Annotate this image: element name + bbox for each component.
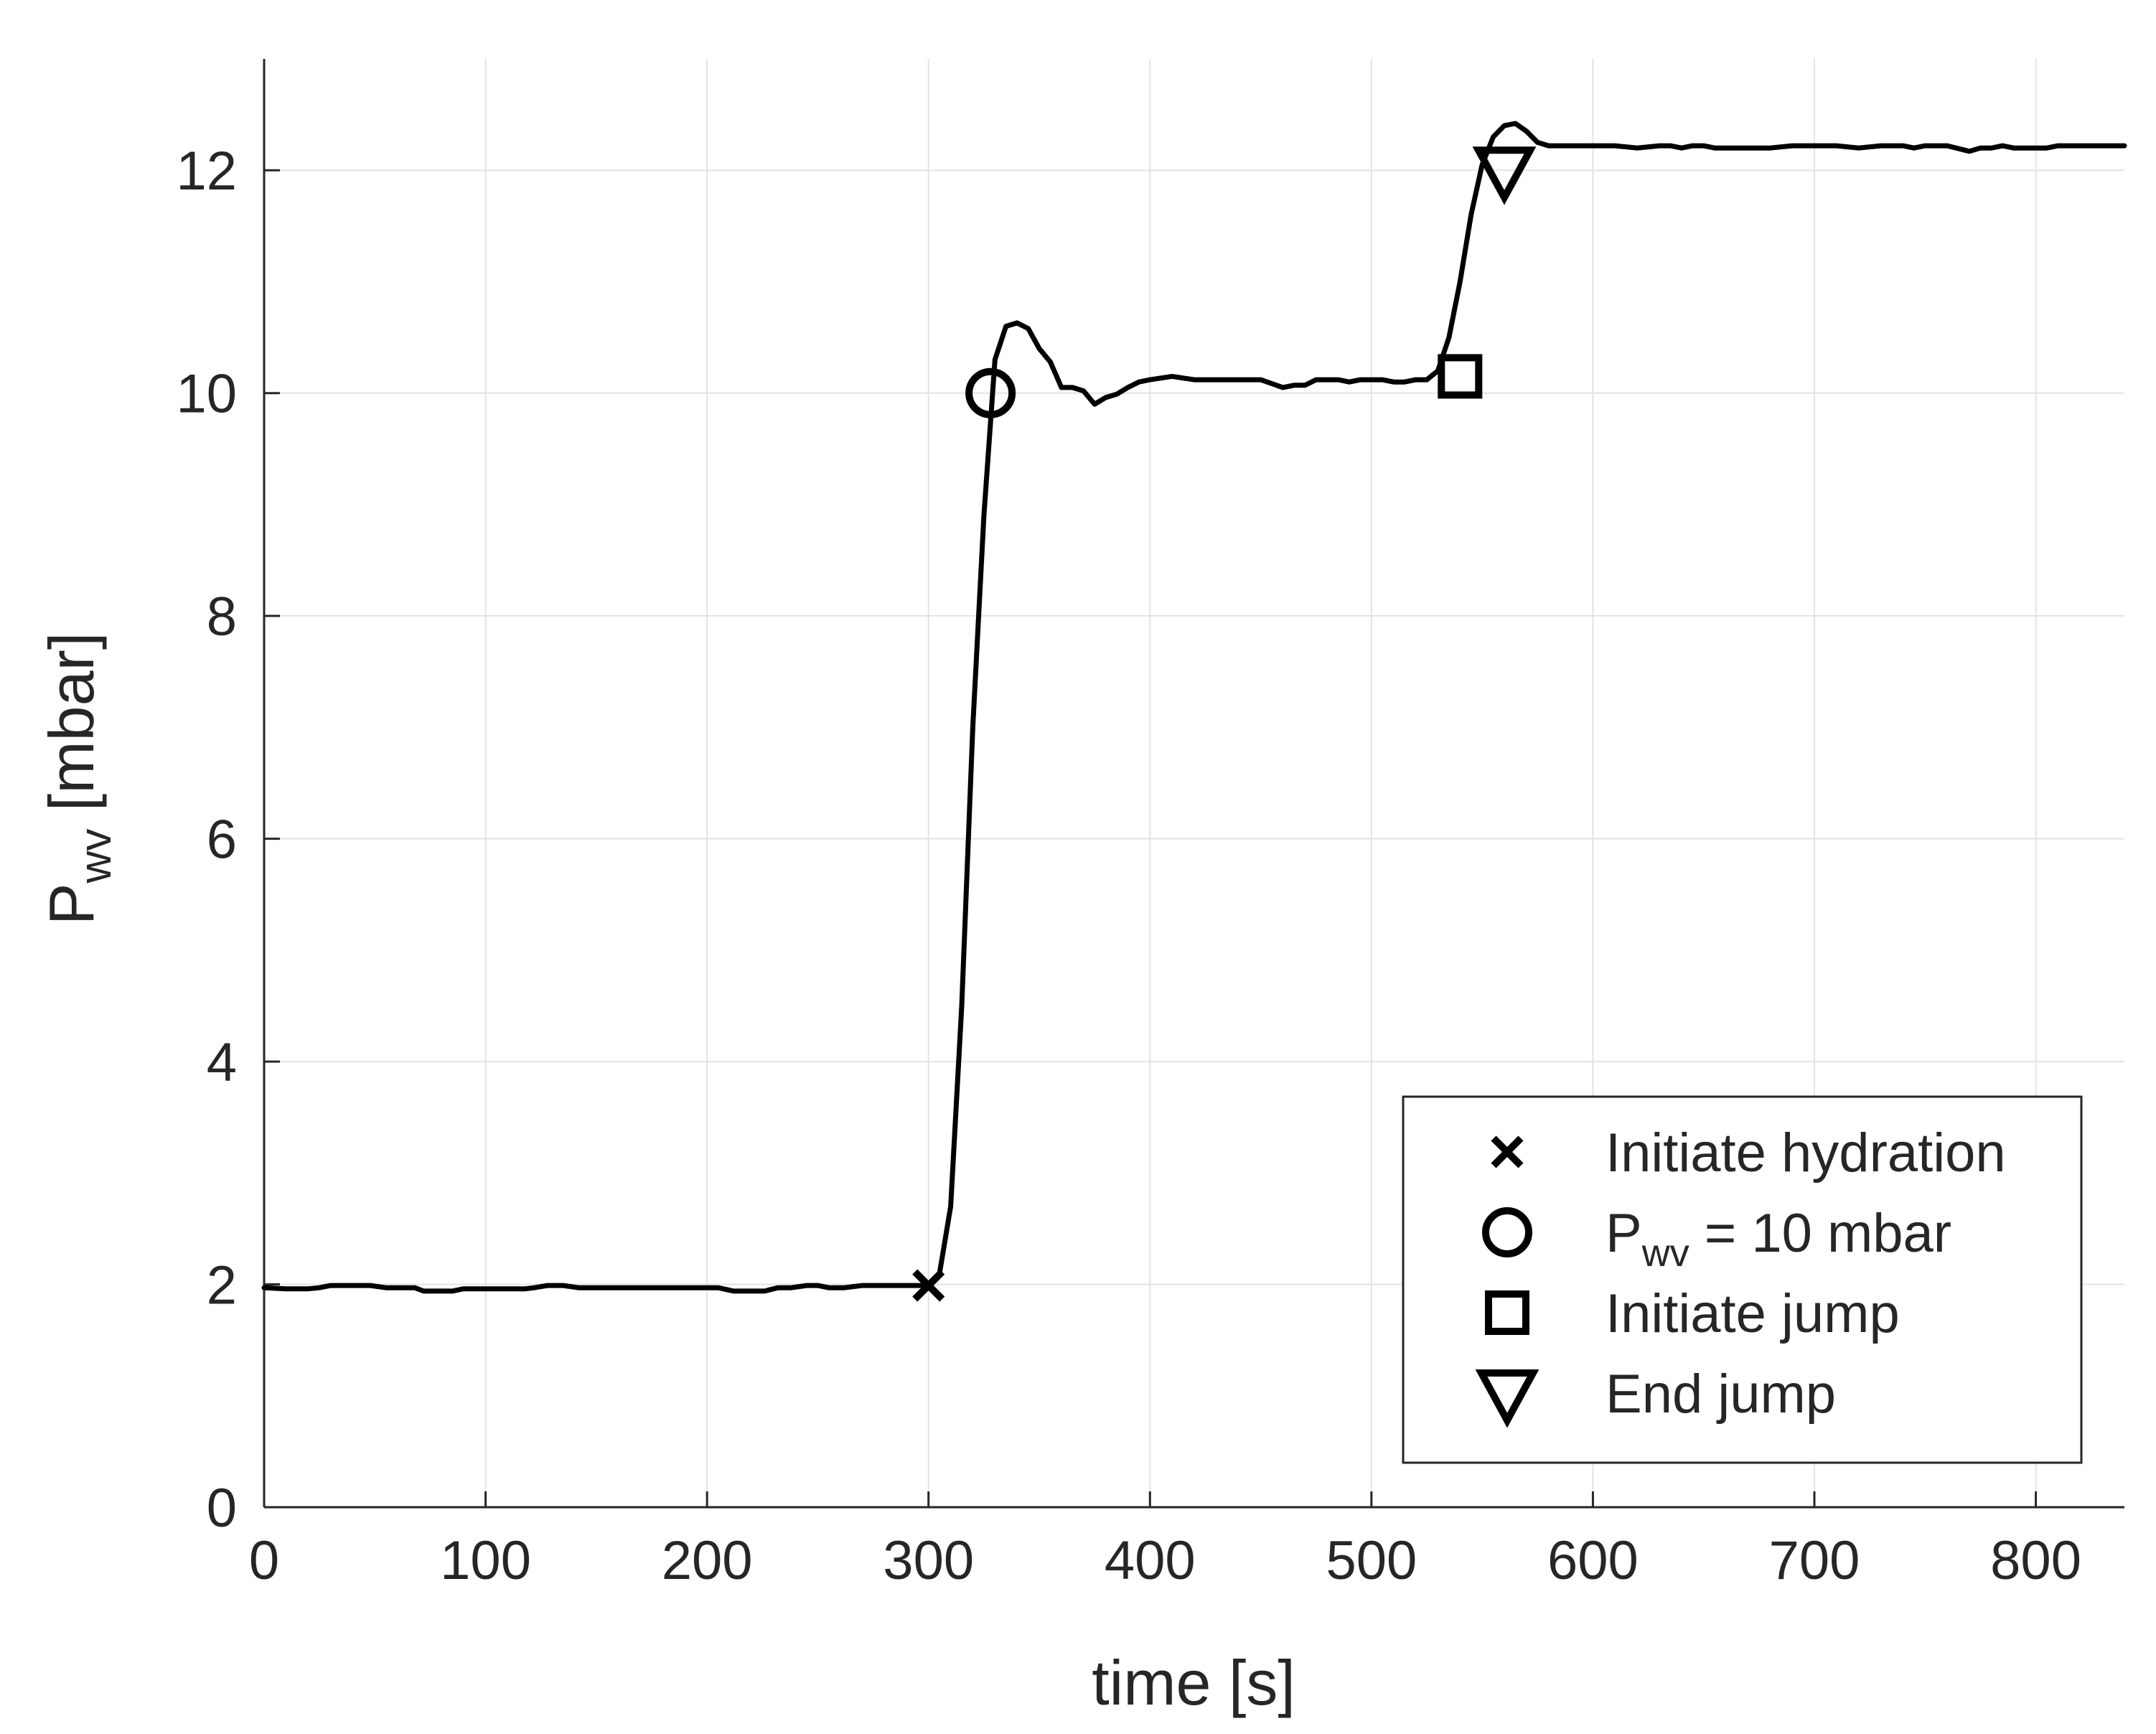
legend-label-main: End jump (1606, 1364, 1836, 1425)
square-marker-legend-icon (1485, 1290, 1529, 1335)
y-tick-label: 0 (207, 1478, 237, 1539)
y-axis-label-main: P (36, 883, 107, 925)
event-markers (912, 146, 1537, 1302)
x-stroke (1491, 1135, 1524, 1168)
legend: Initiate hydration Pwv = 10 mbar Initiate … (1402, 1095, 2083, 1464)
legend-label-main: Initiate hydration (1606, 1123, 2006, 1184)
x-stroke (912, 1269, 945, 1302)
legend-label: Initiate jump (1606, 1283, 1900, 1344)
circle-marker (965, 367, 1016, 418)
grid-lines (264, 59, 2124, 1507)
legend-item: Pwv = 10 mbar (1482, 1203, 1951, 1275)
x-tick-label: 600 (1547, 1530, 1639, 1591)
x-tick-label: 300 (883, 1530, 974, 1591)
y-tick-label: 4 (207, 1032, 237, 1093)
x-tick-label: 0 (249, 1530, 279, 1591)
y-tick-label: 10 (176, 364, 237, 425)
legend-label-subscript: wv (1641, 1232, 1689, 1275)
x-marker (912, 1269, 945, 1302)
x-marker-legend-icon (1491, 1135, 1524, 1168)
x-axis-label: time [s] (1092, 1647, 1295, 1718)
triangle-down-marker-legend-icon (1475, 1369, 1539, 1428)
legend-label: Initiate hydration (1606, 1123, 2006, 1184)
circle-marker-legend-icon (1482, 1207, 1532, 1257)
x-tick-label: 200 (662, 1530, 753, 1591)
legend-label: Pwv = 10 mbar (1606, 1203, 1951, 1275)
y-tick-label: 12 (176, 141, 237, 202)
x-tick-label: 700 (1769, 1530, 1860, 1591)
y-axis-label: Pwv [mbar] (36, 632, 121, 925)
legend-label: End jump (1606, 1364, 1836, 1425)
square-marker (1438, 354, 1483, 399)
y-axis-label-unit: [mbar] (36, 632, 107, 829)
x-tick-label: 500 (1326, 1530, 1417, 1591)
x-tick-label: 100 (440, 1530, 531, 1591)
y-tick-label: 8 (207, 586, 237, 647)
legend-item: Initiate hydration (1491, 1123, 2006, 1184)
y-axis-label-subscript: wv (71, 829, 121, 884)
y-tick-label: 2 (207, 1255, 237, 1316)
series-group (261, 121, 2127, 1294)
legend-label-main: Initiate jump (1606, 1283, 1900, 1344)
x-tick-label: 400 (1105, 1530, 1196, 1591)
legend-item: End jump (1475, 1364, 1836, 1428)
legend-item: Initiate jump (1485, 1283, 1900, 1344)
triangle-down-marker (1472, 146, 1537, 205)
ticks: 0 100 200 300 400 500 600 700 800 0 2 4 6 8 10 12 (176, 141, 2081, 1591)
legend-items: Initiate hydration Pwv = 10 mbar Initiate … (1475, 1123, 2006, 1428)
series-line (261, 121, 2127, 1294)
legend-label-suffix: = 10 mbar (1689, 1203, 1951, 1264)
y-tick-label: 6 (207, 810, 237, 871)
legend-label-main: P (1606, 1203, 1642, 1264)
x-tick-label: 800 (1990, 1530, 2081, 1591)
